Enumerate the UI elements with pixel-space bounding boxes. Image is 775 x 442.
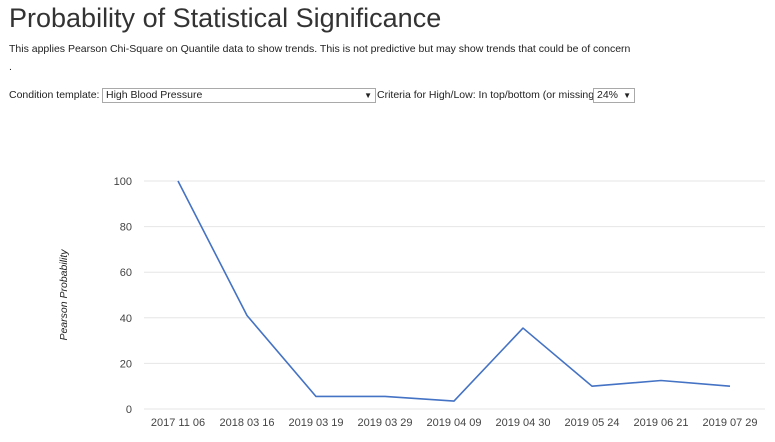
y-axis-label: Pearson Probability	[58, 249, 70, 341]
x-tick-label: 2019 04 30	[495, 417, 550, 429]
line-chart: 0 20 40 60 80 100 2017 11 06 2018 03 16 2019 03…	[58, 176, 765, 429]
y-tick-label: 100	[114, 176, 132, 188]
x-tick-label: 2019 03 19	[288, 417, 343, 429]
x-tick-label: 2019 05 24	[564, 417, 619, 429]
x-tick-label: 2019 03 29	[357, 417, 412, 429]
page-title: Probability of Statistical Significance	[9, 3, 442, 33]
y-tick-label: 60	[120, 267, 132, 279]
criteria-select[interactable]: 24% ▼	[593, 88, 635, 103]
series-line	[177, 180, 731, 402]
criteria-value: 24%	[597, 89, 619, 101]
x-tick-label: 2018 03 16	[219, 417, 274, 429]
x-tick-label: 2019 07 29	[702, 417, 757, 429]
y-axis-ticks: 0 20 40 60 80 100	[114, 176, 132, 416]
y-tick-label: 20	[120, 358, 132, 370]
x-tick-label: 2017 11 06	[151, 417, 205, 429]
criteria-label: Criteria for High/Low: In top/bottom (or…	[377, 89, 598, 101]
chart-series	[177, 180, 731, 402]
description-dot: .	[9, 61, 12, 73]
chart-container: 0 20 40 60 80 100 2017 11 06 2018 03 16 2019 03…	[0, 160, 775, 442]
y-tick-label: 80	[120, 222, 132, 234]
chevron-down-icon: ▼	[364, 91, 372, 100]
condition-template-value: High Blood Pressure	[106, 89, 203, 101]
condition-template-select[interactable]: High Blood Pressure ▼	[102, 88, 376, 103]
y-tick-label: 0	[126, 404, 132, 416]
x-tick-label: 2019 06 21	[633, 417, 688, 429]
chevron-down-icon: ▼	[623, 91, 631, 100]
x-axis-ticks: 2017 11 06 2018 03 16 2019 03 19 2019 03 29…	[151, 417, 758, 429]
chart-gridlines	[144, 180, 765, 410]
condition-template-label: Condition template:	[9, 89, 100, 101]
x-tick-label: 2019 04 09	[426, 417, 481, 429]
y-tick-label: 40	[120, 313, 132, 325]
page-description: This applies Pearson Chi-Square on Quant…	[9, 43, 631, 55]
